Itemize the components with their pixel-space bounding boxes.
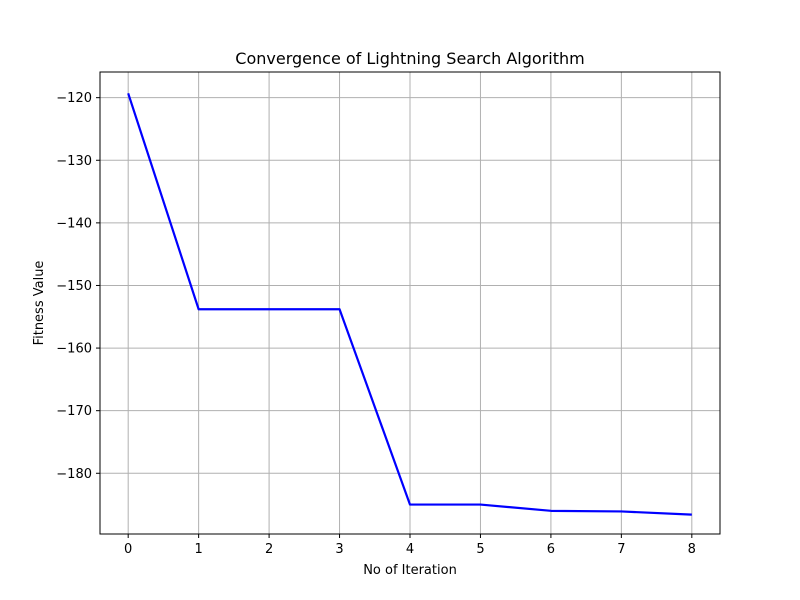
y-tick-label: −160 [56, 342, 92, 357]
x-tick-label: 6 [547, 542, 555, 557]
y-axis-label: Fitness Value [32, 261, 47, 346]
y-tick-label: −120 [56, 91, 92, 106]
x-tick-label: 5 [476, 542, 484, 557]
y-tick-label: −140 [56, 216, 92, 231]
series-layer [127, 92, 692, 516]
y-tick-label: −180 [56, 467, 92, 482]
y-axis-ticks: −180 −170 −160 −150 −140 −130 −120 [56, 91, 100, 482]
x-tick-label: 4 [406, 542, 414, 557]
x-tick-label: 7 [617, 542, 625, 557]
x-tick-label: 8 [688, 542, 696, 557]
x-tick-label: 0 [124, 542, 132, 557]
x-axis-ticks: 0 1 2 3 4 5 6 7 8 [124, 534, 696, 557]
chart-title: Convergence of Lightning Search Algorith… [235, 49, 584, 68]
y-tick-label: −150 [56, 279, 92, 294]
y-tick-label: −130 [56, 154, 92, 169]
x-tick-label: 3 [335, 542, 343, 557]
x-tick-label: 2 [265, 542, 273, 557]
x-axis-label: No of Iteration [363, 563, 457, 578]
grid [100, 72, 720, 534]
x-tick-label: 1 [194, 542, 202, 557]
y-tick-label: −170 [56, 404, 92, 419]
